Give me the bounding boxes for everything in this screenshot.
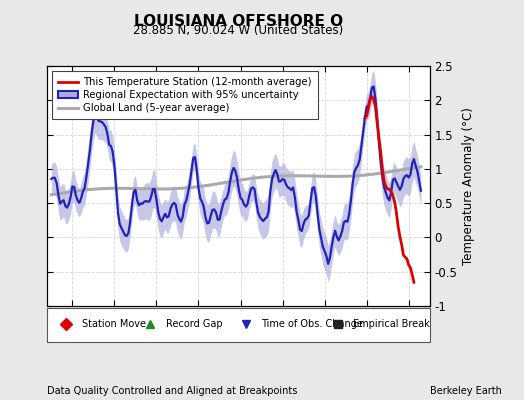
Text: Data Quality Controlled and Aligned at Breakpoints: Data Quality Controlled and Aligned at B… <box>47 386 298 396</box>
Text: 28.885 N, 90.024 W (United States): 28.885 N, 90.024 W (United States) <box>133 24 344 37</box>
Text: Berkeley Earth: Berkeley Earth <box>430 386 501 396</box>
Text: Record Gap: Record Gap <box>166 319 222 329</box>
Legend: This Temperature Station (12-month average), Regional Expectation with 95% uncer: This Temperature Station (12-month avera… <box>52 71 318 119</box>
Text: LOUISIANA OFFSHORE O: LOUISIANA OFFSHORE O <box>134 14 343 29</box>
Text: Empirical Break: Empirical Break <box>353 319 430 329</box>
Y-axis label: Temperature Anomaly (°C): Temperature Anomaly (°C) <box>462 107 475 265</box>
FancyBboxPatch shape <box>47 308 430 342</box>
Text: Station Move: Station Move <box>82 319 146 329</box>
Text: Time of Obs. Change: Time of Obs. Change <box>261 319 363 329</box>
